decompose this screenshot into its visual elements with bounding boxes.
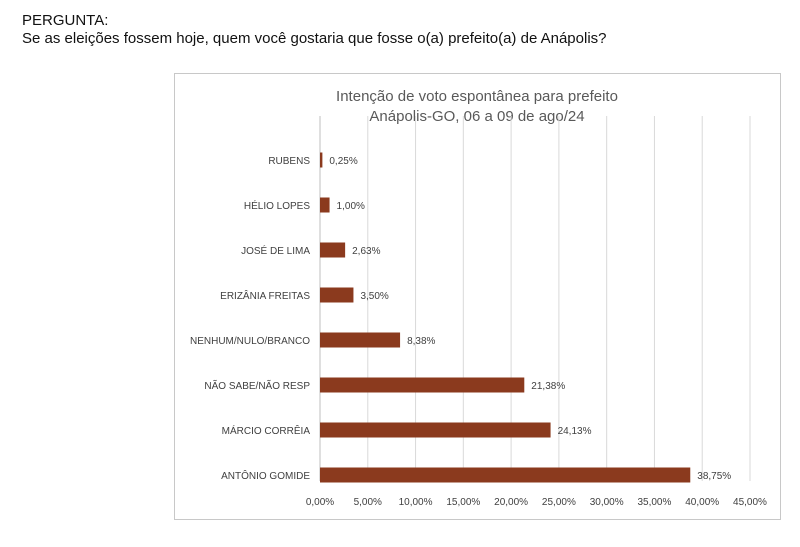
category-label: MÁRCIO CORRÊIA: [222, 424, 311, 437]
data-label: 8,38%: [407, 336, 435, 347]
data-label: 21,38%: [531, 381, 565, 392]
bar: [320, 287, 354, 303]
bar: [320, 152, 323, 168]
x-tick-label: 25,00%: [542, 497, 576, 508]
chart-title: Intenção de voto espontânea para prefeit…: [336, 88, 618, 105]
question-text: Se as eleições fossem hoje, quem você go…: [22, 30, 607, 47]
data-label: 1,00%: [337, 201, 365, 212]
x-tick-label: 20,00%: [494, 497, 528, 508]
data-label: 0,25%: [329, 156, 357, 167]
x-tick-label: 30,00%: [590, 497, 624, 508]
x-tick-label: 0,00%: [306, 497, 334, 508]
category-label: RUBENS: [268, 156, 310, 167]
category-labels: RUBENS HÉLIO LOPES JOSÉ DE LIMA ERIZÂNIA FR…: [190, 156, 310, 482]
category-label: ANTÔNIO GOMIDE: [221, 469, 310, 482]
bar: [320, 467, 691, 483]
bar: [320, 242, 346, 258]
x-tick-label: 10,00%: [399, 497, 433, 508]
bar: [320, 377, 525, 393]
data-label: 24,13%: [558, 426, 592, 437]
category-label: JOSÉ DE LIMA: [241, 244, 310, 257]
chart-frame: Intenção de voto espontânea para prefeit…: [174, 73, 781, 520]
bar: [320, 422, 551, 438]
chart-subtitle: Anápolis-GO, 06 a 09 de ago/24: [369, 108, 584, 125]
x-tick-label: 15,00%: [446, 497, 480, 508]
question-header: PERGUNTA: Se as eleições fossem hoje, qu…: [22, 12, 607, 48]
bar: [320, 332, 401, 348]
x-tick-label: 45,00%: [733, 497, 767, 508]
x-tick-label: 40,00%: [685, 497, 719, 508]
x-tick-label: 35,00%: [637, 497, 671, 508]
data-label: 38,75%: [697, 471, 731, 482]
question-label: PERGUNTA:: [22, 12, 109, 29]
x-tick-label: 5,00%: [354, 497, 382, 508]
grid-lines: [319, 116, 751, 481]
bar-chart: Intenção de voto espontânea para prefeit…: [190, 88, 767, 508]
category-label: NÃO SABE/NÃO RESP: [204, 379, 310, 392]
data-label: 2,63%: [352, 246, 380, 257]
category-label: HÉLIO LOPES: [244, 199, 310, 212]
category-label: ERIZÂNIA FREITAS: [220, 289, 310, 302]
data-label: 3,50%: [360, 291, 388, 302]
bars: 0,25% 1,00% 2,63% 3,50% 8,38% 21,38% 24,13% 38,…: [320, 152, 731, 483]
category-label: NENHUM/NULO/BRANCO: [190, 336, 310, 347]
x-axis-ticks: 0,00% 5,00% 10,00% 15,00% 20,00% 25,00% 30,00%…: [306, 497, 767, 508]
bar: [320, 197, 330, 213]
